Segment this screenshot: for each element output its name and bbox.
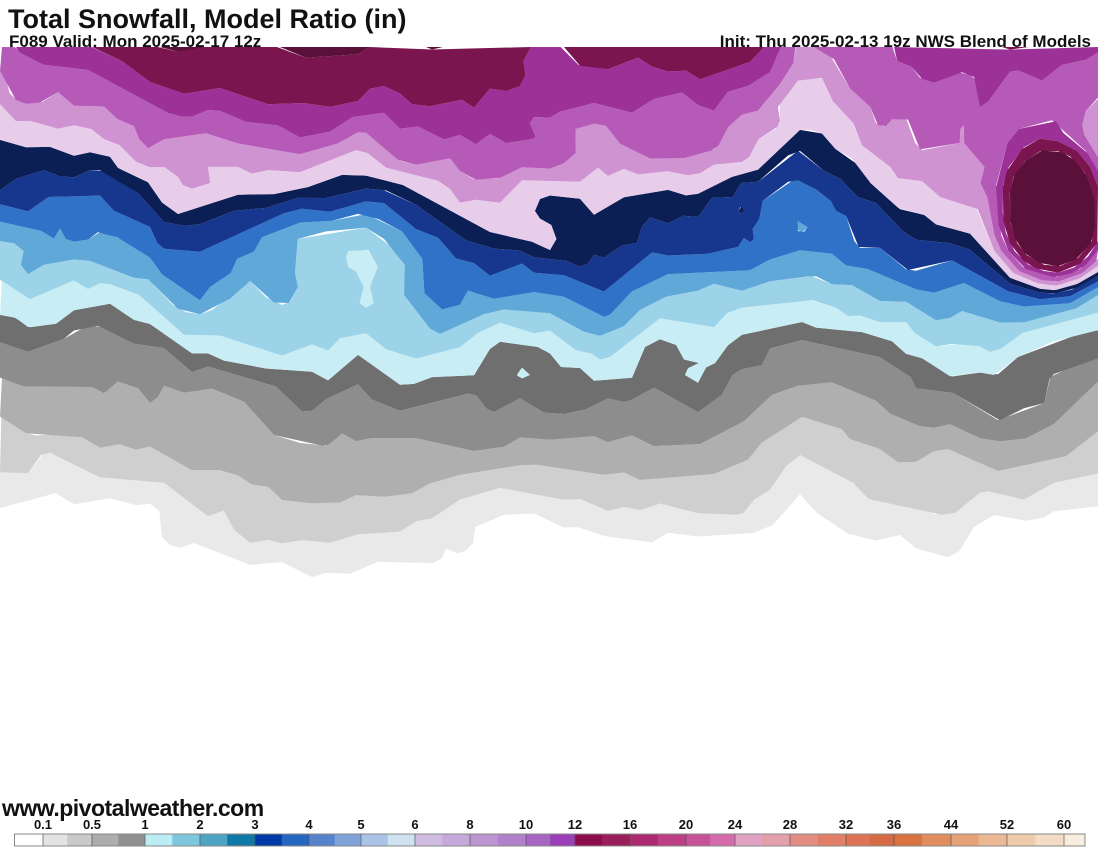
svg-text:8: 8 [466,818,473,832]
svg-text:0.1: 0.1 [34,818,52,832]
svg-text:28: 28 [783,818,797,832]
svg-text:5: 5 [357,818,364,832]
svg-text:10: 10 [519,818,533,832]
svg-text:3: 3 [251,818,258,832]
svg-text:2: 2 [196,818,203,832]
svg-text:24: 24 [728,818,743,832]
svg-text:60: 60 [1057,818,1071,832]
svg-text:20: 20 [679,818,693,832]
svg-text:36: 36 [887,818,901,832]
svg-text:32: 32 [839,818,853,832]
svg-text:0.5: 0.5 [83,818,101,832]
svg-text:52: 52 [1000,818,1014,832]
svg-text:16: 16 [623,818,637,832]
svg-text:12: 12 [568,818,582,832]
svg-text:44: 44 [944,818,959,832]
svg-text:1: 1 [141,818,148,832]
svg-text:6: 6 [411,818,418,832]
svg-text:4: 4 [305,818,313,832]
